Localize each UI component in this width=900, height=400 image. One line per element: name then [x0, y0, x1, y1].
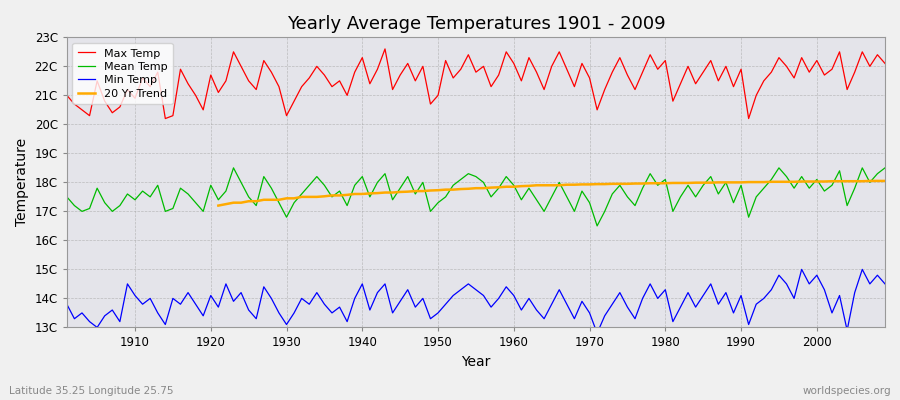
- 20 Yr Trend: [554, 183, 564, 188]
- 20 Yr Trend: [864, 178, 875, 183]
- Max Temp: [122, 87, 133, 92]
- Min Temp: [334, 305, 345, 310]
- Line: Min Temp: Min Temp: [67, 270, 885, 333]
- Mean Temp: [296, 192, 307, 196]
- 20 Yr Trend: [281, 196, 292, 201]
- 20 Yr Trend: [349, 192, 360, 196]
- Mean Temp: [516, 197, 526, 202]
- Min Temp: [607, 302, 617, 307]
- Max Temp: [380, 46, 391, 51]
- Mean Temp: [508, 183, 519, 188]
- Min Temp: [591, 331, 602, 336]
- Mean Temp: [879, 166, 890, 170]
- Y-axis label: Temperature: Temperature: [15, 138, 29, 226]
- Mean Temp: [122, 192, 133, 196]
- Max Temp: [160, 116, 171, 121]
- Line: Mean Temp: Mean Temp: [67, 168, 885, 226]
- Line: Max Temp: Max Temp: [67, 49, 885, 118]
- Mean Temp: [342, 203, 353, 208]
- 20 Yr Trend: [879, 178, 890, 183]
- Max Temp: [61, 93, 72, 98]
- Line: 20 Yr Trend: 20 Yr Trend: [219, 181, 885, 206]
- 20 Yr Trend: [804, 179, 814, 184]
- Min Temp: [508, 293, 519, 298]
- 20 Yr Trend: [471, 186, 482, 190]
- Max Temp: [879, 61, 890, 66]
- Mean Temp: [61, 194, 72, 199]
- Legend: Max Temp, Mean Temp, Min Temp, 20 Yr Trend: Max Temp, Mean Temp, Min Temp, 20 Yr Tre…: [72, 43, 173, 104]
- Text: Latitude 35.25 Longitude 25.75: Latitude 35.25 Longitude 25.75: [9, 386, 174, 396]
- Max Temp: [296, 84, 307, 89]
- 20 Yr Trend: [213, 203, 224, 208]
- Mean Temp: [615, 183, 626, 188]
- Max Temp: [516, 78, 526, 83]
- Max Temp: [342, 93, 353, 98]
- Min Temp: [61, 302, 72, 307]
- Max Temp: [524, 55, 535, 60]
- Max Temp: [615, 55, 626, 60]
- Mean Temp: [591, 224, 602, 228]
- Min Temp: [879, 282, 890, 286]
- Mean Temp: [228, 166, 238, 170]
- 20 Yr Trend: [296, 194, 307, 199]
- X-axis label: Year: Year: [461, 355, 491, 369]
- Min Temp: [500, 284, 511, 289]
- Min Temp: [796, 267, 807, 272]
- Title: Yearly Average Temperatures 1901 - 2009: Yearly Average Temperatures 1901 - 2009: [286, 15, 665, 33]
- Min Temp: [122, 282, 133, 286]
- Min Temp: [289, 310, 300, 315]
- Text: worldspecies.org: worldspecies.org: [803, 386, 891, 396]
